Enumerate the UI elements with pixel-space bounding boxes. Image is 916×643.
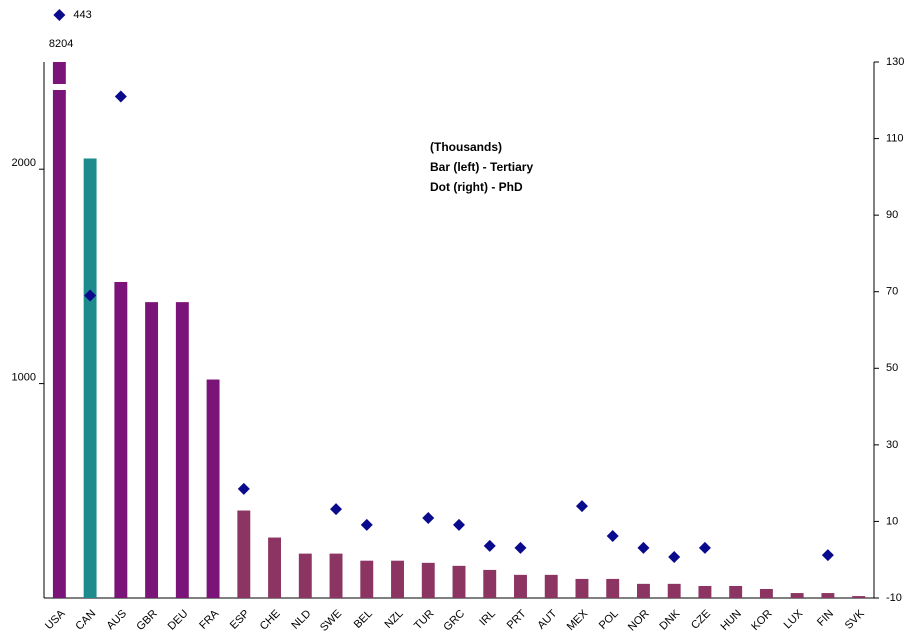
bar — [514, 574, 527, 598]
y2-tick-label: 90 — [886, 209, 898, 221]
x-tick-label: CAN — [73, 608, 98, 633]
bar — [360, 560, 374, 598]
dot-value-label: 443 — [73, 9, 91, 21]
y-tick-label: 2000 — [12, 157, 36, 169]
x-tick-label: ESP — [228, 608, 252, 632]
dot — [237, 482, 250, 495]
annotation: Bar (left) - Tertiary — [430, 160, 533, 174]
x-tick-label: HUN — [718, 608, 743, 633]
bar — [391, 560, 404, 598]
bar — [636, 583, 650, 598]
bar — [544, 574, 558, 598]
x-tick-label: CHE — [258, 608, 283, 633]
dot — [483, 539, 496, 552]
bar — [852, 596, 866, 598]
dot — [821, 549, 834, 562]
bar — [175, 302, 189, 598]
bar — [483, 569, 497, 598]
bar — [790, 593, 804, 598]
dot — [637, 541, 650, 554]
bar — [575, 578, 589, 598]
dot — [330, 503, 343, 516]
x-tick-label: MEX — [565, 607, 591, 633]
x-tick-label: GRC — [441, 608, 467, 634]
bar — [821, 593, 835, 598]
dot — [360, 518, 373, 531]
dot — [453, 518, 465, 531]
y2-tick-label: 110 — [886, 132, 904, 144]
x-tick-label: PRT — [505, 608, 529, 632]
bar — [667, 583, 681, 598]
y2-tick-label: 50 — [886, 362, 898, 374]
x-tick-label: NLD — [289, 608, 313, 632]
bar — [329, 553, 343, 598]
bar — [298, 553, 312, 598]
bar — [114, 281, 128, 598]
bar — [52, 62, 66, 598]
axis-break — [50, 84, 68, 90]
bar — [145, 302, 159, 598]
x-tick-label: AUT — [535, 607, 559, 631]
bar — [606, 578, 620, 598]
y2-tick-label: 130 — [886, 56, 904, 68]
x-tick-label: TUR — [412, 608, 437, 633]
bar — [83, 158, 97, 599]
annotation: (Thousands) — [430, 140, 502, 154]
annotation: Dot (right) - PhD — [430, 180, 523, 194]
bar — [452, 565, 466, 598]
y2-tick-label: 70 — [886, 286, 898, 298]
y2-tick-label: 10 — [886, 515, 898, 527]
dot — [668, 551, 681, 564]
x-tick-label: SWE — [318, 608, 344, 634]
x-tick-label: DEU — [166, 608, 191, 633]
bar — [729, 585, 743, 598]
dot — [114, 90, 127, 103]
dot — [422, 511, 435, 524]
dot — [514, 541, 527, 554]
x-tick-label: POL — [597, 608, 621, 632]
bar — [268, 537, 282, 598]
x-tick-label: NZL — [383, 608, 406, 631]
bar — [421, 562, 435, 598]
x-tick-label: FIN — [815, 608, 836, 629]
dot — [606, 529, 619, 542]
dot — [53, 9, 66, 21]
y-tick-label: 1000 — [12, 372, 36, 384]
x-tick-label: CZE — [689, 608, 713, 632]
x-tick-label: IRL — [477, 608, 498, 629]
bar — [698, 585, 712, 598]
bar-value-label: 8204 — [49, 38, 73, 50]
x-tick-label: BEL — [352, 608, 375, 631]
x-tick-label: SVK — [843, 607, 868, 632]
x-tick-label: DNK — [657, 607, 682, 632]
x-tick-label: USA — [43, 607, 68, 632]
plot-area — [52, 62, 866, 599]
y2-tick-label: -10 — [886, 592, 902, 604]
x-tick-label: AUS — [105, 608, 129, 632]
dot — [84, 289, 97, 302]
bar — [759, 588, 773, 598]
x-tick-label: LUX — [782, 607, 806, 631]
dot — [575, 500, 588, 513]
x-tick-label: NOR — [626, 608, 652, 634]
x-tick-label: KOR — [749, 608, 774, 633]
y2-tick-label: 30 — [886, 439, 898, 451]
bar — [206, 379, 220, 598]
x-tick-label: GBR — [134, 608, 159, 633]
bar — [237, 510, 251, 598]
x-tick-label: FRA — [197, 607, 222, 632]
dot — [698, 541, 711, 554]
